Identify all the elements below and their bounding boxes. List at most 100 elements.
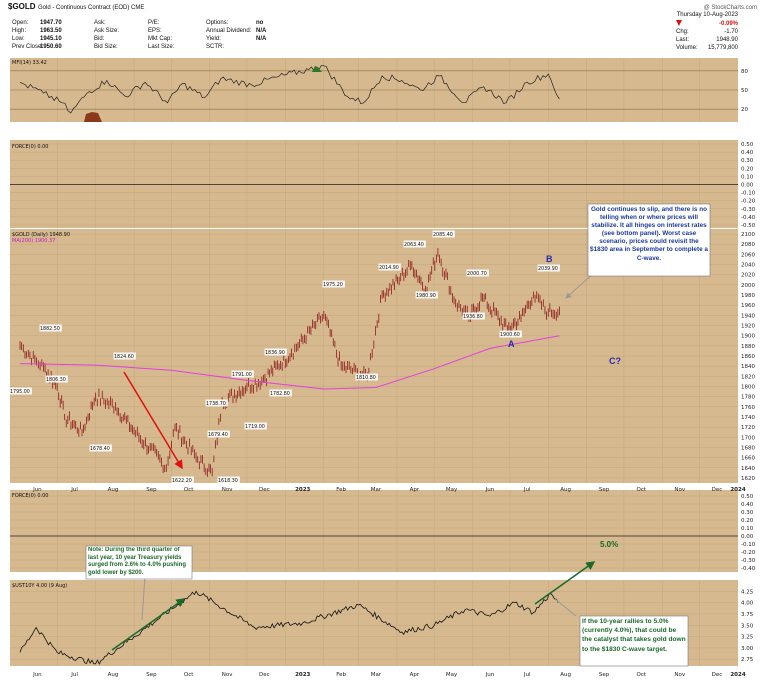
price-label-10: 1719.00 <box>245 424 265 430</box>
quote-value: N/A <box>256 28 267 34</box>
yield-target-arrow <box>534 561 596 605</box>
month-label: Aug <box>560 487 571 493</box>
mfi-tick: 80 <box>741 69 748 75</box>
quote-key: Low: <box>12 36 25 42</box>
month-label: Oct <box>184 672 194 678</box>
price-tick: 1880 <box>741 344 755 350</box>
price-label-11: 1782.80 <box>270 391 290 397</box>
price-tick: 1980 <box>741 293 755 299</box>
down-triangle-icon <box>676 20 682 26</box>
price-tick: 1960 <box>741 303 755 309</box>
quote-key: P/E: <box>148 20 160 26</box>
quote-table: Open: 1947.70 High: 1963.50 Low: 1945.10 Prev … <box>12 12 739 51</box>
month-label: Dec <box>259 672 270 678</box>
price-tick: 1860 <box>741 354 755 360</box>
month-label: Aug <box>560 672 571 678</box>
month-label: Feb <box>336 672 346 678</box>
price-label-9: 1791.00 <box>232 372 252 378</box>
mfi-line <box>19 65 560 114</box>
mfi-oversold-fill <box>84 112 102 122</box>
price-tick: 1840 <box>741 364 755 370</box>
force-tick: -0.20 <box>741 550 756 556</box>
quote-key: Bid: <box>94 36 105 42</box>
price-tick: 2060 <box>741 252 755 258</box>
ma-label: MA(200) 1900.37 <box>12 238 55 244</box>
ust-tick: 3.50 <box>741 623 754 629</box>
price-label-21: 1900.60 <box>500 332 520 338</box>
force-tick: 0.30 <box>741 510 754 516</box>
quote-value: 15,779,800 <box>708 45 739 51</box>
treasury-note-pointer <box>141 575 146 621</box>
price-tick: 1700 <box>741 435 755 441</box>
force-tick: -0.30 <box>741 558 756 564</box>
month-label: Sep <box>146 672 157 678</box>
force-tick: -0.10 <box>741 542 756 548</box>
grid-lines <box>10 58 738 666</box>
price-tick: 1740 <box>741 415 755 421</box>
force-tick: 0.30 <box>741 158 754 164</box>
month-label: 2024 <box>730 672 745 678</box>
treasury-note: Note: During the third quarter of last y… <box>88 547 186 576</box>
y-axis-ticks: 80 50 20 0.50 0.40 0.30 0.20 0.10 0.00 -0.10 -0.20… <box>741 69 756 663</box>
rally-note-pointer <box>554 598 577 617</box>
gold-decline-arrow <box>123 371 183 470</box>
price-tick: 2040 <box>741 263 755 269</box>
price-tick: 1920 <box>741 324 755 330</box>
force-tick: -0.10 <box>741 191 756 197</box>
month-label: Sep <box>146 487 157 493</box>
price-tick: 2080 <box>741 242 755 248</box>
price-label-7: 1679.40 <box>208 432 228 438</box>
price-label-22: 2039.90 <box>538 266 558 272</box>
chart-symbol: $GOLD <box>8 2 36 11</box>
month-label: Nov <box>674 487 685 493</box>
force-tick: 0.50 <box>741 494 754 500</box>
price-tick: 1820 <box>741 374 755 380</box>
mfi-series <box>19 65 560 122</box>
price-label-18: 2085.40 <box>433 232 453 238</box>
quote-value: -1.70 <box>724 29 738 35</box>
quote-key: Last Size: <box>148 44 175 50</box>
quote-key: Last: <box>676 37 689 43</box>
price-tick: 1620 <box>741 476 755 482</box>
month-label: Feb <box>336 487 346 493</box>
ust10y-line <box>19 590 559 665</box>
price-tick: 2100 <box>741 232 755 238</box>
quote-key: Mkt Cap: <box>148 36 172 42</box>
price-value-labels: 1795.00 1882.50 1806.30 1678.40 1824.60 1622.… <box>9 230 560 484</box>
wave-b-label: B <box>546 254 553 264</box>
quote-value: 1947.70 <box>40 20 62 26</box>
mfi-tick: 20 <box>741 107 748 113</box>
yield-rise-arrow <box>111 598 186 651</box>
ma200-series <box>19 335 560 390</box>
quote-value: 1950.60 <box>40 44 62 50</box>
ust-tick: 3.75 <box>741 612 754 618</box>
force-tick: 0.10 <box>741 174 754 180</box>
quote-value: 1963.50 <box>40 28 62 34</box>
month-label: Jun <box>485 672 495 678</box>
ust-label: $UST10Y 4.00 (9 Aug) <box>12 583 67 589</box>
quote-value: N/A <box>256 36 267 42</box>
mfi-overbought-fill <box>312 66 322 72</box>
month-label: Mar <box>371 672 382 678</box>
force-label: FORCE(0) 0.00 <box>12 144 49 150</box>
month-label: Aug <box>108 672 119 678</box>
force-tick: 0.00 <box>741 534 754 540</box>
month-label: Jul <box>523 672 531 678</box>
price-label-5: 1622.20 <box>172 478 192 484</box>
quote-key: Open: <box>12 20 29 26</box>
force-tick: -0.20 <box>741 199 756 205</box>
month-label: Oct <box>637 487 647 493</box>
month-label: May <box>446 672 458 678</box>
x-axis-months: Jun Jun Jul Jul Aug Aug Sep Sep Oct Oct Nov Nov Dec D… <box>32 487 746 678</box>
month-label: Nov <box>222 672 233 678</box>
price-tick: 1780 <box>741 395 755 401</box>
force-tick: 0.40 <box>741 502 754 508</box>
month-label: 2023 <box>295 672 310 678</box>
quote-value: no <box>256 20 264 26</box>
month-label: Jul <box>70 672 78 678</box>
mfi-label: MFI(14) 33.42 <box>12 60 47 66</box>
price-label-19: 1936.80 <box>463 314 483 320</box>
price-label-13: 1975.20 <box>323 282 343 288</box>
quote-key: Bid Size: <box>94 44 118 50</box>
price-label-14: 1810.80 <box>356 375 376 381</box>
